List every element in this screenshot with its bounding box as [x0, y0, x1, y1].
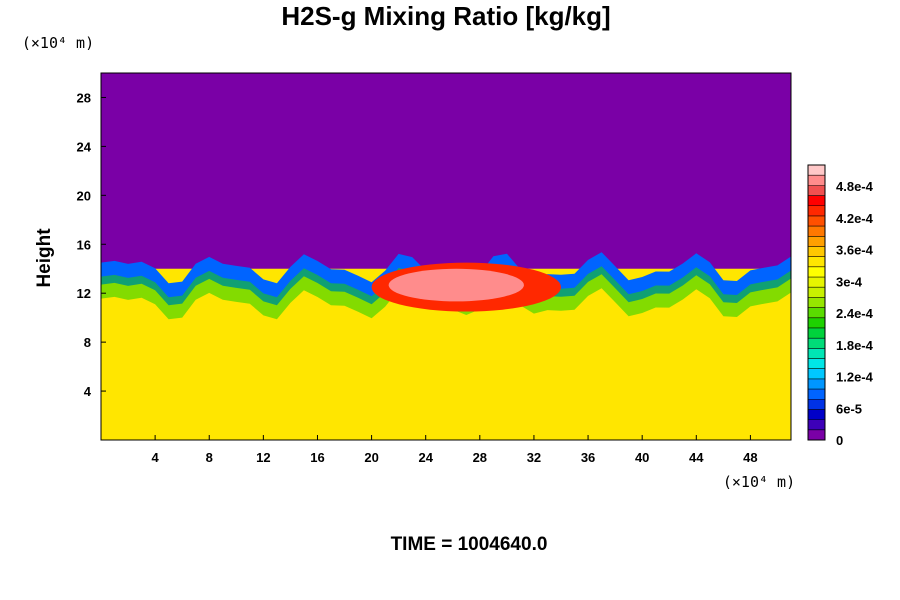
x-unit-label: (×10⁴ m) [723, 473, 795, 491]
x-tick-label: 40 [635, 450, 649, 465]
plot-area [100, 72, 792, 441]
y-tick-label: 12 [77, 286, 91, 301]
colorbar: 0 6e-5 1.2e-4 1.8e-4 2.4e-4 3e-4 3.6e-4 4.2e-4 4… [807, 164, 874, 448]
colorbar-swatch [808, 358, 825, 370]
colorbar-swatch [808, 185, 825, 196]
x-tick-label: 28 [473, 450, 487, 465]
y-unit-label: (×10⁴ m) [22, 34, 94, 52]
colorbar-swatch [808, 297, 825, 308]
x-tick-label: 44 [689, 450, 704, 465]
colorbar-swatch [808, 348, 825, 359]
plume-core [388, 268, 524, 302]
colorbar-tick-label: 0 [836, 433, 843, 448]
colorbar-swatch [808, 256, 825, 268]
y-tick-label: 4 [84, 384, 92, 399]
colorbar-swatch [808, 368, 825, 380]
x-tick-label: 16 [310, 450, 324, 465]
colorbar-swatch [808, 419, 825, 431]
colorbar-tick-label: 6e-5 [836, 401, 862, 416]
colorbar-swatch [808, 287, 825, 298]
colorbar-swatch [808, 307, 825, 319]
colorbar-swatch [808, 175, 825, 186]
y-axis-label: Height [34, 228, 55, 288]
x-tick-label: 12 [256, 450, 270, 465]
colorbar-swatch [808, 389, 825, 400]
x-tick-label: 32 [527, 450, 541, 465]
y-tick-label: 8 [84, 335, 91, 350]
colorbar-swatch [808, 236, 825, 247]
field-layer [101, 252, 791, 440]
colorbar-swatch [808, 338, 825, 349]
x-tick-label: 8 [206, 450, 213, 465]
colorbar-tick-label: 1.2e-4 [836, 370, 874, 385]
colorbar-swatch [808, 317, 825, 329]
colorbar-swatch [808, 327, 825, 339]
plot-frame [100, 72, 792, 441]
chart-title: H2S-g Mixing Ratio [kg/kg] [281, 1, 610, 31]
colorbar-swatch [808, 378, 825, 390]
colorbar-swatch [808, 195, 825, 207]
y-tick-label: 16 [77, 237, 91, 252]
colorbar-tick-label: 2.4e-4 [836, 306, 874, 321]
colorbar-frame [807, 164, 826, 441]
colorbar-swatch [808, 205, 825, 217]
colorbar-swatch [808, 226, 825, 237]
colorbar-swatch [808, 429, 825, 441]
y-axis-ticks: 4 8 12 16 20 24 28 [77, 90, 106, 399]
x-tick-label: 36 [581, 450, 595, 465]
colorbar-swatch [808, 266, 825, 278]
x-tick-label: 48 [743, 450, 757, 465]
colorbar-swatch [808, 246, 825, 257]
x-axis-ticks: 4 8 12 16 20 24 28 32 36 40 44 48 [152, 435, 758, 465]
colorbar-swatch [808, 399, 825, 410]
colorbar-swatch [808, 277, 825, 288]
colorbar-tick-label: 4.8e-4 [836, 179, 874, 194]
colorbar-tick-label: 3.6e-4 [836, 243, 874, 258]
y-tick-label: 24 [77, 139, 92, 154]
colorbar-swatch [808, 409, 825, 420]
x-tick-label: 24 [418, 450, 433, 465]
x-tick-label: 4 [152, 450, 160, 465]
x-tick-label: 20 [364, 450, 378, 465]
y-tick-label: 28 [77, 90, 91, 105]
y-tick-label: 20 [77, 188, 91, 203]
colorbar-tick-label: 1.8e-4 [836, 338, 874, 353]
colorbar-tick-label: 3e-4 [836, 274, 863, 289]
colorbar-swatch [808, 215, 825, 227]
time-label: TIME = 1004640.0 [391, 534, 548, 555]
colorbar-tick-label: 4.2e-4 [836, 211, 874, 226]
colorbar-swatch [808, 165, 825, 176]
